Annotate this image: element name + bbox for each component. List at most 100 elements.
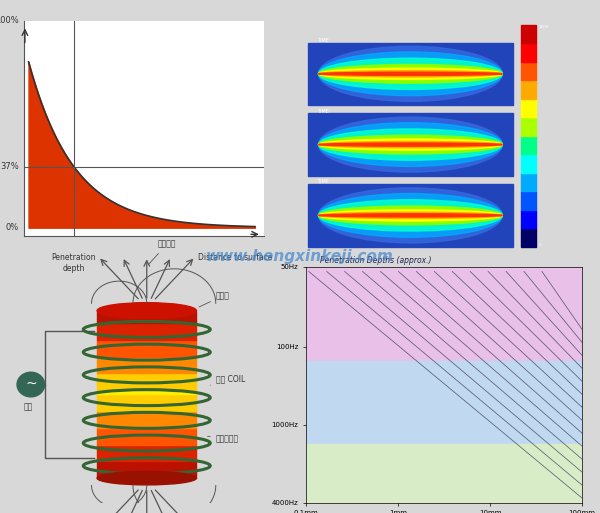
Bar xyxy=(97,319,196,323)
Text: 0: 0 xyxy=(539,243,541,247)
Ellipse shape xyxy=(319,123,502,167)
Bar xyxy=(97,466,196,470)
Text: 被加热逢坤: 被加热逢坤 xyxy=(208,435,239,443)
Bar xyxy=(521,25,536,43)
Bar xyxy=(97,394,196,399)
Text: ~: ~ xyxy=(25,377,37,390)
Bar xyxy=(97,457,196,461)
Bar xyxy=(521,136,536,154)
Ellipse shape xyxy=(319,193,502,238)
Bar xyxy=(97,340,196,344)
Bar xyxy=(97,432,196,436)
Bar xyxy=(97,361,196,365)
Bar xyxy=(308,184,512,247)
Bar xyxy=(97,403,196,407)
Bar xyxy=(97,311,196,315)
Bar xyxy=(97,315,196,319)
Ellipse shape xyxy=(319,46,502,101)
Ellipse shape xyxy=(319,65,502,83)
Text: 加热 COIL: 加热 COIL xyxy=(210,374,245,385)
Text: Penetration Depths (approx.): Penetration Depths (approx.) xyxy=(320,255,431,265)
Bar xyxy=(521,99,536,117)
Text: 通电流: 通电流 xyxy=(199,291,230,307)
Bar xyxy=(97,420,196,424)
Ellipse shape xyxy=(319,200,502,231)
Ellipse shape xyxy=(319,68,502,80)
Circle shape xyxy=(17,372,44,397)
Bar xyxy=(97,407,196,411)
Bar xyxy=(97,436,196,441)
Text: 37%: 37% xyxy=(1,162,19,171)
Bar xyxy=(521,228,536,247)
Bar xyxy=(308,113,512,176)
Ellipse shape xyxy=(319,135,502,154)
Bar xyxy=(521,43,536,62)
Bar xyxy=(97,365,196,369)
Ellipse shape xyxy=(97,471,196,485)
Bar xyxy=(521,191,536,210)
Bar xyxy=(97,373,196,378)
Ellipse shape xyxy=(319,210,502,221)
Text: 0%: 0% xyxy=(6,223,19,232)
Ellipse shape xyxy=(319,143,502,146)
Bar xyxy=(521,62,536,80)
Text: TIME: TIME xyxy=(317,109,328,113)
Ellipse shape xyxy=(319,206,502,225)
Text: 100%: 100% xyxy=(0,16,19,25)
Text: Penetration
depth: Penetration depth xyxy=(52,253,96,272)
Ellipse shape xyxy=(319,142,502,148)
Bar xyxy=(97,352,196,357)
Ellipse shape xyxy=(97,303,196,319)
Ellipse shape xyxy=(319,52,502,96)
Bar xyxy=(97,348,196,352)
Bar xyxy=(97,336,196,340)
Bar xyxy=(306,267,582,361)
Bar xyxy=(97,331,196,336)
Bar xyxy=(97,474,196,478)
Text: 1500: 1500 xyxy=(539,25,549,29)
Ellipse shape xyxy=(319,214,502,217)
Bar xyxy=(97,470,196,474)
Bar xyxy=(97,382,196,386)
Ellipse shape xyxy=(319,129,502,160)
Bar xyxy=(97,411,196,416)
Ellipse shape xyxy=(319,71,502,77)
Bar xyxy=(521,154,536,173)
Text: TIME: TIME xyxy=(317,180,328,184)
Bar xyxy=(308,43,512,105)
Bar xyxy=(97,461,196,466)
Text: 교변자속: 교변자속 xyxy=(149,240,176,264)
Bar xyxy=(306,444,582,503)
Bar xyxy=(97,357,196,361)
Bar xyxy=(97,428,196,432)
Bar xyxy=(97,449,196,453)
Bar xyxy=(521,173,536,191)
Ellipse shape xyxy=(319,188,502,243)
Text: www.hengxinkeji.com: www.hengxinkeji.com xyxy=(206,249,394,264)
Bar xyxy=(521,80,536,99)
Bar xyxy=(97,378,196,382)
Bar xyxy=(97,441,196,445)
Bar xyxy=(521,210,536,228)
Bar xyxy=(306,361,582,444)
Bar xyxy=(97,369,196,373)
Text: 㕏원: 㕏원 xyxy=(23,402,33,411)
Bar xyxy=(97,399,196,403)
Ellipse shape xyxy=(319,212,502,219)
Text: TIME: TIME xyxy=(317,38,328,43)
Text: Distance to surface: Distance to surface xyxy=(198,253,272,262)
Bar xyxy=(97,344,196,348)
Bar xyxy=(97,416,196,420)
Bar xyxy=(521,117,536,136)
Bar xyxy=(97,445,196,449)
Bar xyxy=(97,327,196,331)
Bar xyxy=(97,323,196,327)
Ellipse shape xyxy=(319,139,502,150)
Ellipse shape xyxy=(319,58,502,89)
Bar xyxy=(97,386,196,390)
Bar xyxy=(97,453,196,457)
Bar xyxy=(97,390,196,394)
Ellipse shape xyxy=(319,72,502,75)
Ellipse shape xyxy=(319,117,502,172)
Bar xyxy=(97,424,196,428)
